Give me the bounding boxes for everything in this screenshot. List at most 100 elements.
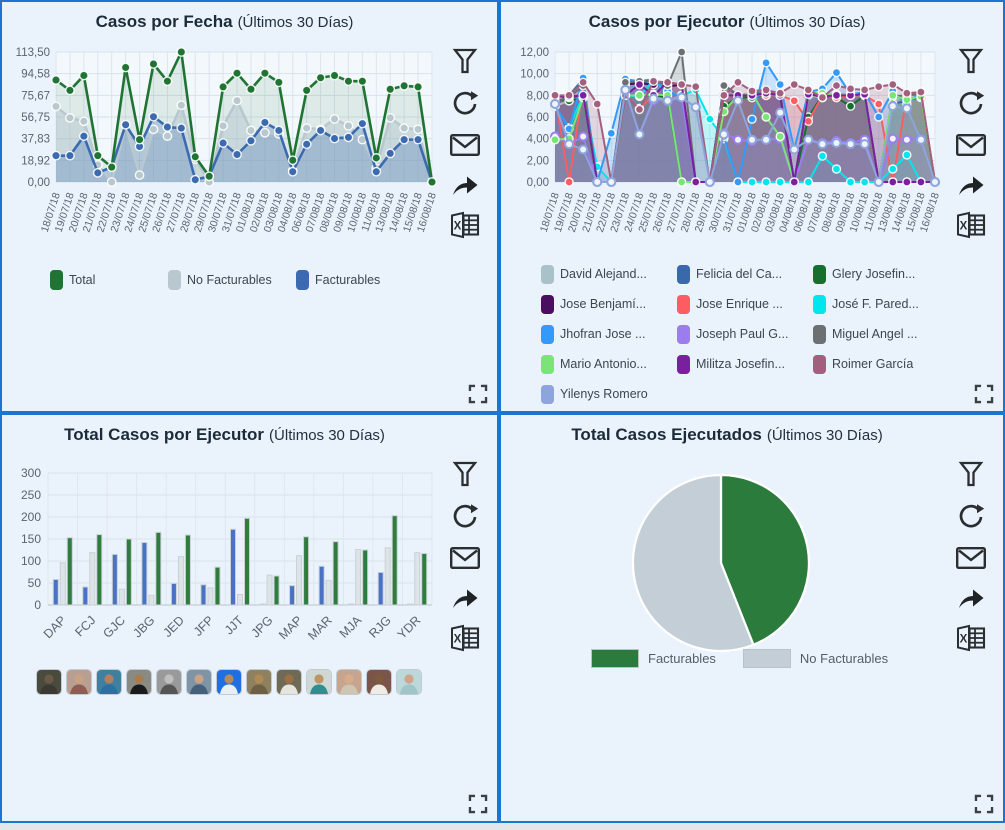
mail-button[interactable] [955,545,987,571]
share-icon [453,176,478,195]
ejecutor-avatar-jjt[interactable] [216,669,242,695]
share-button[interactable] [956,584,986,610]
share-button[interactable] [450,171,480,197]
panel-total-casos-por-ejecutor: Total Casos por Ejecutor (Últimos 30 Días… [2,415,497,821]
legend-item-11[interactable]: Roimer García [813,354,949,374]
ejecutor-avatar-jfp[interactable] [186,669,212,695]
legend-item-2[interactable]: Facturables [296,270,414,290]
legend-swatch [677,264,690,284]
svg-text:12,00: 12,00 [520,47,549,59]
legend-item-2[interactable]: Glery Josefin... [813,264,949,284]
legend-item-1[interactable]: No Facturables [168,270,296,290]
panel-total-casos-ejecutados: Total Casos Ejecutados (Últimos 30 Días) … [501,415,1003,821]
legend-item-9[interactable]: Mario Antonio... [541,354,677,374]
mail-button[interactable] [449,545,481,571]
legend-label: Felicia del Ca... [696,267,783,281]
legend-swatch [677,324,690,344]
legend-item-4[interactable]: Jose Enrique ... [677,294,813,314]
expand-button[interactable] [973,793,995,815]
svg-text:2,00: 2,00 [527,155,549,167]
casos-por-fecha-chart[interactable]: 0,0018,9237,8356,7575,6794,58113,5018/07… [8,40,444,266]
total-casos-bar-chart[interactable]: 0 50 100 150 200 250 300 DAP FCJ GJC JBG JED JFP JJT J… [8,453,444,665]
svg-text:50: 50 [28,576,42,590]
avatar-photo [217,670,241,694]
legend-swatch [813,324,826,344]
ejecutor-avatar-mar[interactable] [306,669,332,695]
svg-text:X: X [960,220,968,232]
avatar-photo [157,670,181,694]
filter-button[interactable] [956,46,986,76]
legend-swatch[interactable] [591,649,639,668]
refresh-button[interactable] [450,502,480,532]
mail-button[interactable] [449,132,481,158]
filter-button[interactable] [450,459,480,489]
legend-item-0[interactable]: Total [50,270,168,290]
refresh-button[interactable] [450,89,480,119]
legend-item-12[interactable]: Yilenys Romero [541,384,677,404]
legend-swatch[interactable] [742,649,791,668]
share-button[interactable] [956,171,986,197]
expand-button[interactable] [973,383,995,405]
legend-swatch [168,270,181,290]
share-icon [959,176,984,195]
ejecutor-avatar-dap[interactable] [36,669,62,695]
excel-export-button[interactable]: X [955,623,987,653]
filter-button[interactable] [450,46,480,76]
ejecutor-avatar-rjg[interactable] [366,669,392,695]
legend-label: Roimer García [832,357,914,371]
ejecutor-avatar-map[interactable] [276,669,302,695]
panel-toolbar: X [447,46,483,240]
avatar-photo [187,670,211,694]
filter-button[interactable] [956,459,986,489]
ejecutor-avatar-jpg[interactable] [246,669,272,695]
ejecutor-avatar-fcj[interactable] [66,669,92,695]
excel-export-button[interactable]: X [449,623,481,653]
legend-label: Facturables [315,273,381,287]
refresh-button[interactable] [956,502,986,532]
legend-item-1[interactable]: Felicia del Ca... [677,264,813,284]
ejecutor-avatar-jbg[interactable] [126,669,152,695]
ejecutor-avatar-ydr[interactable] [396,669,422,695]
svg-text:10,00: 10,00 [520,69,549,81]
legend-item-3[interactable]: Jose Benjamí... [541,294,677,314]
panel-title: Casos por Ejecutor (Últimos 30 Días) [501,12,953,32]
mail-icon [450,547,481,570]
panel-title-text: Casos por Fecha [95,12,233,31]
ejecutor-avatar-gjc[interactable] [96,669,122,695]
svg-text:YDR: YDR [395,613,424,642]
avatar-photo [127,670,151,694]
svg-text:JJT: JJT [222,613,246,637]
svg-text:150: 150 [21,532,41,546]
legend-label: Jose Enrique ... [696,297,783,311]
svg-text:0: 0 [34,598,41,612]
avatar-photo [67,670,91,694]
legend-swatch [677,294,690,314]
refresh-button[interactable] [956,89,986,119]
mail-button[interactable] [955,132,987,158]
ejecutor-avatar-jed[interactable] [156,669,182,695]
legend-item-10[interactable]: Militza Josefin... [677,354,813,374]
excel-export-button[interactable]: X [955,210,987,240]
casos-por-ejecutor-chart[interactable]: 0,002,004,006,008,0010,0012,0018/07/1819… [511,40,947,266]
panel-title-text: Total Casos Ejecutados [571,425,762,444]
legend-item-7[interactable]: Joseph Paul G... [677,324,813,344]
refresh-icon [453,504,479,528]
excel-export-icon: X [957,211,986,239]
share-icon [453,589,478,608]
avatar-photo [337,670,361,694]
svg-text:X: X [960,633,968,645]
filter-icon [958,461,984,487]
legend-item-8[interactable]: Miguel Angel ... [813,324,949,344]
legend-item-6[interactable]: Jhofran Jose ... [541,324,677,344]
legend-label: Mario Antonio... [560,357,647,371]
expand-button[interactable] [467,383,489,405]
casos-ejecutados-pie-chart[interactable] [501,451,961,681]
excel-export-button[interactable]: X [449,210,481,240]
ejecutor-avatar-mja[interactable] [336,669,362,695]
expand-button[interactable] [467,793,489,815]
svg-text:0,00: 0,00 [28,177,50,189]
legend-item-0[interactable]: David Alejand... [541,264,677,284]
share-button[interactable] [450,584,480,610]
legend-item-5[interactable]: José F. Pared... [813,294,949,314]
refresh-icon [959,504,985,528]
